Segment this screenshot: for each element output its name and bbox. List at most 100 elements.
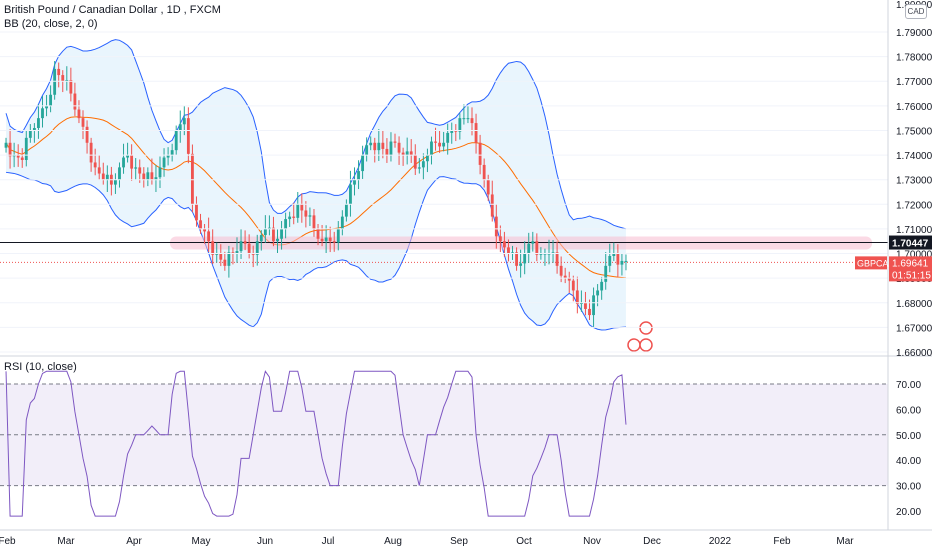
- candle: [349, 170, 352, 217]
- candle: [567, 271, 571, 293]
- candle-body: [458, 118, 462, 132]
- candle-body: [470, 118, 474, 124]
- candle: [166, 147, 170, 166]
- symbol-legend[interactable]: British Pound / Canadian Dollar, 1D, FXC…: [4, 4, 221, 16]
- candle-body: [575, 290, 579, 304]
- candle: [336, 221, 340, 251]
- candle-body: [559, 265, 563, 276]
- candle: [101, 162, 105, 185]
- candle: [454, 124, 458, 142]
- candle-body: [308, 215, 312, 217]
- candle: [551, 240, 555, 263]
- candle-body: [596, 290, 600, 296]
- candle-body: [450, 130, 454, 133]
- candle: [450, 122, 454, 144]
- candle: [272, 216, 275, 247]
- candle: [417, 158, 421, 174]
- candle-body: [97, 167, 101, 174]
- candle-body: [186, 118, 190, 154]
- candle-body: [417, 167, 421, 169]
- candle-body: [434, 141, 437, 143]
- candle: [494, 204, 498, 249]
- candle: [365, 137, 369, 162]
- candle-body: [81, 118, 85, 127]
- candle-body: [349, 184, 352, 205]
- candle: [251, 245, 255, 268]
- candle: [393, 133, 397, 148]
- candle: [296, 192, 300, 223]
- candle: [502, 231, 506, 257]
- candle: [482, 158, 486, 188]
- candle-body: [182, 118, 186, 125]
- candle-body: [166, 155, 170, 158]
- candle-body: [259, 235, 263, 242]
- candle-body: [53, 68, 57, 95]
- candle: [199, 213, 202, 234]
- candle-body: [267, 227, 271, 229]
- candle: [426, 148, 429, 173]
- currency-badge[interactable]: CAD: [905, 4, 927, 19]
- candle: [276, 229, 279, 254]
- economic-event-icon: [627, 338, 641, 352]
- candle: [357, 160, 360, 190]
- candle-body: [430, 141, 433, 156]
- price-tick-label: 1.68000: [896, 299, 932, 310]
- candle: [332, 231, 336, 252]
- candle: [401, 147, 405, 166]
- candle-body: [130, 155, 134, 169]
- candle: [223, 251, 227, 271]
- candle-body: [207, 231, 211, 242]
- candle-body: [199, 220, 202, 229]
- rsi-line: [5, 370, 627, 517]
- rsi-legend[interactable]: RSI (10, close): [4, 361, 80, 373]
- candle: [304, 201, 308, 228]
- candle: [4, 137, 8, 153]
- candle: [361, 145, 365, 179]
- candle: [69, 67, 73, 102]
- bb-legend[interactable]: BB (20, close, 2, 0): [4, 18, 101, 30]
- symbol-exchange: FXCM: [189, 4, 221, 16]
- candle: [616, 244, 620, 277]
- candle: [190, 144, 194, 213]
- candle-body: [223, 259, 227, 266]
- candle-body: [421, 161, 425, 168]
- candle-body: [361, 155, 365, 172]
- candle-body: [498, 236, 502, 242]
- candle: [138, 159, 142, 183]
- candle-body: [28, 130, 32, 138]
- rsi-tick-label: 30.00: [896, 482, 921, 493]
- candle-body: [37, 118, 40, 128]
- candle-body: [381, 142, 385, 149]
- candle: [81, 110, 85, 140]
- candle: [515, 247, 518, 271]
- candle: [118, 162, 121, 188]
- candle-body: [288, 216, 292, 220]
- price-tick-label: 1.75000: [896, 126, 932, 137]
- candle-body: [385, 148, 389, 156]
- candle-body: [190, 153, 194, 205]
- time-axis-label: Aug: [384, 536, 402, 547]
- candle-body: [239, 241, 243, 252]
- candle: [498, 225, 502, 253]
- candle-body: [454, 130, 458, 132]
- candle-body: [486, 179, 490, 195]
- candle: [466, 105, 470, 124]
- candle: [211, 228, 215, 265]
- candle: [247, 234, 251, 259]
- candle-body: [292, 216, 296, 218]
- candle: [486, 174, 490, 201]
- candle-body: [122, 157, 125, 168]
- time-axis-label: Apr: [126, 536, 142, 547]
- candle: [300, 193, 304, 223]
- candle-body: [154, 177, 158, 180]
- candle-body: [405, 151, 409, 156]
- candle-body: [608, 256, 612, 266]
- candle-body: [397, 142, 401, 153]
- candle-body: [462, 118, 466, 120]
- time-axis-label: Feb: [773, 536, 791, 547]
- candle-body: [57, 68, 61, 76]
- candle: [328, 226, 332, 253]
- candle-body: [535, 241, 539, 255]
- candle-body: [604, 265, 608, 282]
